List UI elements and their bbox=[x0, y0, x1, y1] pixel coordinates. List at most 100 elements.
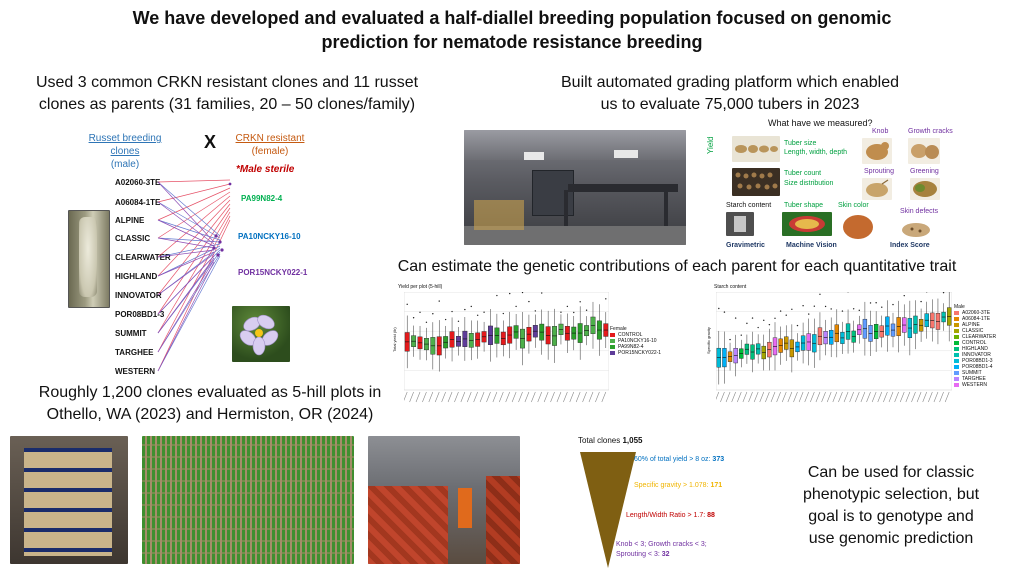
x-tick-label-mark bbox=[832, 391, 838, 403]
outlier-point bbox=[406, 303, 408, 306]
x-tick-label-mark bbox=[810, 391, 815, 403]
skin-color-photo bbox=[838, 212, 878, 242]
outlier-point bbox=[796, 324, 799, 327]
outlier-point bbox=[942, 292, 945, 294]
male-clone-7: INNOVATOR bbox=[115, 291, 162, 300]
parents-heading: Used 3 common CRKN resistant clones and … bbox=[2, 72, 452, 116]
starch-legend-item-5: CLEARWATER bbox=[954, 334, 996, 340]
x-tick-label-mark bbox=[575, 391, 581, 403]
x-tick-label-mark bbox=[716, 391, 720, 400]
x-tick-label-mark bbox=[922, 391, 927, 403]
greening-label: Greening bbox=[910, 168, 939, 175]
measured-title: What have we measured? bbox=[768, 118, 873, 128]
slide-title: We have developed and evaluated a half-d… bbox=[0, 6, 1024, 54]
starch-legend-item-6: CONTROL bbox=[954, 340, 996, 346]
legend-swatch bbox=[954, 371, 959, 375]
starch-legend-item-12: TARGHEE bbox=[954, 376, 996, 382]
outlier-point bbox=[566, 305, 569, 308]
x-tick-label-mark bbox=[849, 391, 854, 403]
male-subtitle: (male) bbox=[110, 159, 140, 170]
funnel-shape bbox=[580, 452, 636, 568]
starch-legend-item-8: INNOVATOR bbox=[954, 352, 996, 358]
outlier-point bbox=[419, 311, 421, 313]
yield-chart-plot bbox=[404, 292, 609, 403]
outlier-point bbox=[740, 334, 742, 336]
x-tick-label-mark bbox=[776, 391, 781, 403]
aerial-field-photo bbox=[142, 436, 354, 564]
outlier-point bbox=[464, 308, 466, 311]
male-clone-10: TARGHEE bbox=[115, 348, 154, 357]
gravimetric-photo bbox=[726, 212, 754, 236]
x-tick-label-mark bbox=[518, 391, 523, 403]
outlier-point bbox=[757, 326, 759, 329]
x-tick-label-mark bbox=[428, 391, 434, 403]
outlier-point bbox=[451, 310, 453, 313]
x-tick-label-mark bbox=[821, 391, 826, 403]
outlier-point bbox=[734, 317, 737, 319]
x-tick-label-mark bbox=[556, 391, 562, 403]
x-tick-label-mark bbox=[860, 391, 866, 403]
outlier-point bbox=[573, 311, 575, 314]
measured-traits-panel: What have we measured? Yield Tuber size … bbox=[706, 118, 958, 258]
tuber-shape-label: Tuber shape bbox=[784, 202, 824, 209]
tuber-count-label: Tuber count bbox=[784, 170, 822, 177]
skin-color-label: Skin color bbox=[838, 202, 869, 209]
legend-swatch bbox=[954, 365, 959, 369]
outlier-point bbox=[892, 303, 894, 306]
field-heading: Roughly 1,200 clones evaluated as 5-hill… bbox=[0, 382, 420, 426]
x-tick-label-mark bbox=[550, 391, 555, 403]
outlier-point bbox=[768, 323, 771, 326]
outlier-point bbox=[830, 308, 832, 310]
x-tick-label-mark bbox=[916, 391, 922, 403]
male-clone-11: WESTERN bbox=[115, 367, 155, 376]
starch-chart-legend: Male A02060-3TE A06084-1TE ALPINE CLASSI… bbox=[954, 304, 996, 388]
funnel-step-3: Length/Width Ratio > 1.7: 88 bbox=[626, 512, 715, 519]
starch-chart-title: Starch content bbox=[714, 284, 747, 290]
x-tick-label-mark bbox=[582, 391, 587, 403]
legend-swatch bbox=[954, 335, 959, 339]
x-tick-label-mark bbox=[409, 391, 414, 403]
plot-panel bbox=[716, 292, 952, 391]
female-title: CRKN resistant bbox=[235, 133, 305, 144]
outlier-point bbox=[470, 305, 472, 308]
male-title: Russet breeding clones bbox=[88, 133, 162, 157]
x-tick-label-mark bbox=[804, 391, 809, 403]
outlier-point bbox=[791, 308, 793, 310]
starch-legend-item-11: SUMMIT bbox=[954, 370, 996, 376]
starch-legend-item-10: POR08BD1-4 bbox=[954, 364, 996, 370]
outlier-point bbox=[412, 317, 415, 319]
yield-legend-item-2: PA10NCKY16-10 bbox=[610, 338, 661, 344]
x-tick-label-mark bbox=[563, 391, 568, 403]
selection-funnel: Total clones 1,055 60% of total yield > … bbox=[560, 436, 760, 570]
starch-content-label: Starch content bbox=[726, 202, 772, 209]
funnel-total-value: 1,055 bbox=[622, 436, 643, 445]
starch-boxplot-chart: Starch content Specific gravity Male A02… bbox=[700, 282, 996, 420]
crates-photo bbox=[10, 436, 128, 564]
male-clone-2: A06084-1TE bbox=[115, 198, 161, 207]
legend-swatch bbox=[954, 317, 959, 321]
yield-chart-legend: Female CONTROL PA10NCKY16-10 PA99N82-4 P… bbox=[610, 326, 661, 356]
x-tick-label-mark bbox=[843, 391, 849, 403]
male-clone-6: HIGHLAND bbox=[115, 272, 158, 281]
skin-defects-label: Skin defects bbox=[900, 208, 939, 215]
x-tick-label-mark bbox=[479, 391, 485, 403]
starch-legend-item-13: WESTERN bbox=[954, 382, 996, 388]
x-tick-label-mark bbox=[595, 391, 600, 403]
x-tick-label-mark bbox=[888, 391, 894, 403]
female-parent-2: PA10NCKY16-10 bbox=[238, 232, 301, 241]
starch-legend-title: Male bbox=[954, 304, 965, 310]
x-tick-label-mark bbox=[748, 391, 753, 403]
x-tick-label-mark bbox=[855, 391, 860, 403]
outlier-point bbox=[502, 312, 504, 315]
yield-legend-item-1: CONTROL bbox=[610, 332, 661, 338]
conclusion-text: Can be used for classic phenotypic selec… bbox=[766, 462, 1016, 550]
legend-swatch bbox=[610, 333, 615, 337]
legend-swatch bbox=[954, 341, 959, 345]
yield-chart-title: Yield per plot (5-hill) bbox=[398, 284, 443, 290]
x-tick-label-mark bbox=[601, 391, 607, 403]
yield-legend-item-4: POR15NCKY022-1 bbox=[610, 350, 661, 356]
x-tick-label-mark bbox=[415, 391, 421, 403]
growth-cracks-photo bbox=[908, 138, 940, 164]
legend-swatch bbox=[954, 353, 959, 357]
outlier-point bbox=[869, 302, 872, 304]
